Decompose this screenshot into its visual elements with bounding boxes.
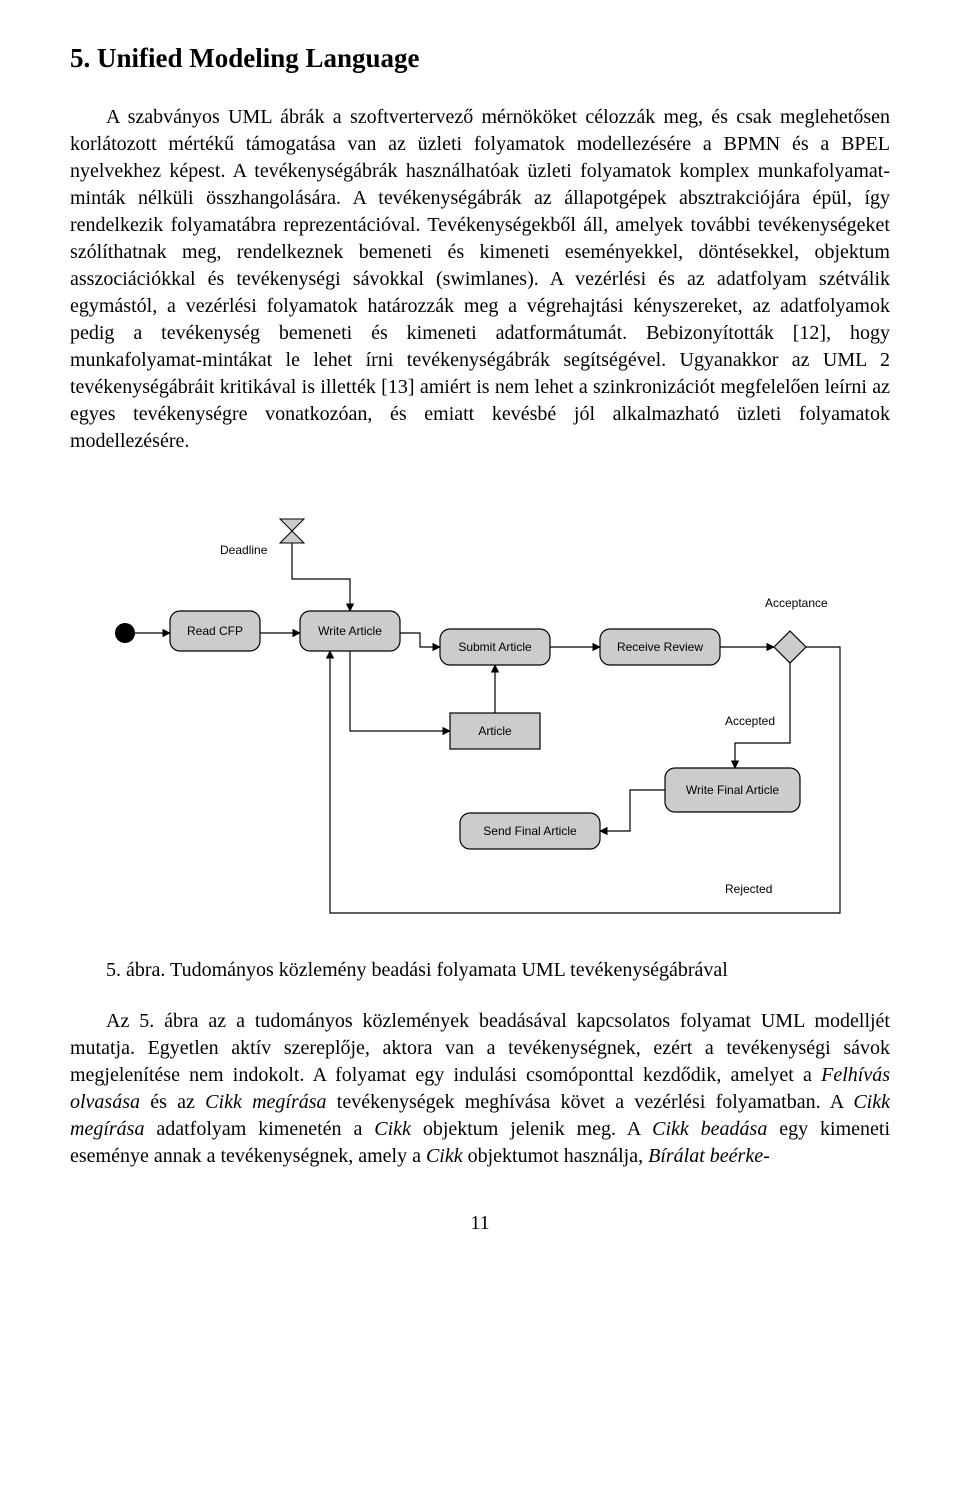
italic-text: Cikk	[426, 1145, 463, 1167]
svg-text:Submit Article: Submit Article	[458, 640, 532, 654]
italic-text: Cikk	[374, 1118, 411, 1140]
svg-text:Rejected: Rejected	[725, 882, 772, 896]
svg-text:Article: Article	[478, 724, 512, 738]
paragraph-2: Az 5. ábra az a tudományos közlemények b…	[70, 1008, 890, 1170]
italic-text: Cikk beadása	[652, 1118, 767, 1140]
svg-text:Read CFP: Read CFP	[187, 624, 243, 638]
svg-text:Send Final Article: Send Final Article	[483, 824, 577, 838]
svg-text:Write Final Article: Write Final Article	[686, 783, 779, 797]
svg-text:Deadline: Deadline	[220, 543, 268, 557]
page-number: 11	[70, 1210, 890, 1237]
italic-text: Cikk megírása	[205, 1091, 326, 1113]
svg-text:Write Article: Write Article	[318, 624, 382, 638]
uml-activity-diagram: Deadline Read CFP Write Article Submit Arti…	[70, 483, 890, 933]
figure-uml-activity: Deadline Read CFP Write Article Submit Arti…	[70, 483, 890, 933]
text: objektum jelenik meg. A	[411, 1118, 652, 1140]
text: tevékenységek meghívása követ a vezérlés…	[327, 1091, 854, 1113]
text: Az 5. ábra az a tudományos közlemények b…	[70, 1010, 890, 1086]
svg-text:Receive Review: Receive Review	[617, 640, 703, 654]
italic-text: Bírálat beérke-	[648, 1145, 770, 1167]
svg-text:Acceptance: Acceptance	[765, 596, 828, 610]
text: és az	[140, 1091, 205, 1113]
section-heading: 5. Unified Modeling Language	[70, 40, 890, 76]
figure-caption: 5. ábra. Tudományos közlemény beadási fo…	[70, 957, 890, 984]
text: adatfolyam kimenetén a	[144, 1118, 374, 1140]
paragraph-1: A szabványos UML ábrák a szoftvertervező…	[70, 104, 890, 455]
svg-text:Accepted: Accepted	[725, 714, 775, 728]
text: objektumot használja,	[463, 1145, 649, 1167]
